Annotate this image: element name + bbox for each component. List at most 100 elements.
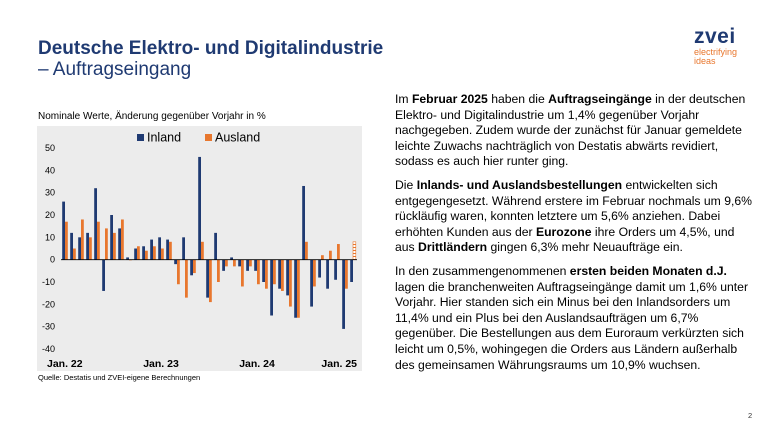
- ausland-bar: [265, 259, 268, 289]
- ausland-bar: [313, 259, 316, 287]
- inland-bar: [134, 248, 137, 260]
- inland-bar: [182, 237, 185, 260]
- ausland-bar: [233, 259, 236, 267]
- chart-panel: 50 40 30 20 10 0 -10 -20 -30 -40 Jan. 22 Jan. 23 Jan…: [37, 126, 362, 371]
- ausland-bar: [217, 259, 220, 282]
- x-tick-label: Jan. 25: [321, 358, 357, 370]
- inland-bar: [70, 232, 73, 260]
- ausland-bar: [161, 248, 164, 260]
- y-tick-label: 30: [45, 188, 55, 198]
- y-tick-label: -30: [42, 322, 55, 332]
- inland-bar: [166, 239, 169, 260]
- paragraph-1: Im Februar 2025 haben die Auftragseingän…: [395, 92, 753, 170]
- x-tick-label: Jan. 24: [239, 358, 275, 370]
- ausland-bar: [305, 241, 308, 260]
- ausland-bar: [241, 259, 244, 287]
- ausland-bar: [345, 259, 348, 289]
- ausland-bar: [73, 248, 76, 260]
- p2-run: gingen 6,3% mehr Neuaufträge ein.: [487, 240, 683, 255]
- p2-run: Eurozone: [535, 224, 592, 239]
- y-tick-label: 40: [45, 165, 55, 175]
- inland-bar: [294, 259, 297, 318]
- inland-bar: [126, 257, 129, 260]
- x-tick-label: Jan. 23: [143, 358, 179, 370]
- inland-bar: [270, 259, 273, 316]
- p1-run: in der deutschen Elektro- und Digitalind…: [395, 92, 746, 169]
- page-title: Deutsche Elektro- und Digitalindustrie –…: [38, 38, 383, 80]
- inland-bar: [214, 232, 217, 260]
- inland-bar: [62, 201, 65, 260]
- y-tick-label: -20: [42, 299, 55, 309]
- inland-bar: [326, 259, 329, 289]
- p1-run: Februar 2025: [411, 92, 488, 106]
- p2-run: entwickelten sich entgegengesetzt. Währe…: [395, 177, 753, 239]
- inland-bar: [86, 232, 89, 260]
- ausland-bar: [137, 246, 140, 260]
- p2-run: ihre Orders um 4,5%, und aus: [395, 224, 735, 255]
- ausland-bar: [169, 241, 172, 260]
- p1-run: Im: [395, 92, 412, 106]
- inland-bar: [238, 259, 241, 267]
- inland-bar: [102, 259, 105, 291]
- p1-run: haben die: [487, 92, 549, 106]
- y-tick-label: 0: [50, 255, 55, 265]
- zvei-logo: zvei electrifying ideas: [694, 26, 756, 66]
- ausland-bar: [113, 232, 116, 260]
- chart-source: Quelle: Destatis und ZVEI-eigene Berechn…: [38, 373, 201, 382]
- y-tick-label: 10: [45, 232, 55, 242]
- ausland-bar: [201, 241, 204, 260]
- inland-bar: [190, 259, 193, 276]
- inland-bar: [350, 259, 353, 282]
- inland-bar: [222, 259, 225, 271]
- ausland-bar: [177, 259, 180, 285]
- ausland-bar: [105, 228, 108, 260]
- ausland-legend-swatch: [205, 134, 212, 141]
- x-tick-label: Jan. 22: [47, 358, 83, 370]
- ausland-bar: [153, 246, 156, 260]
- inland-legend-label: Inland: [147, 131, 181, 145]
- inland-legend-swatch: [137, 134, 144, 141]
- inland-bar: [310, 259, 313, 307]
- inland-bar: [318, 259, 321, 278]
- orders-bar-chart: 50 40 30 20 10 0 -10 -20 -30 -40 Jan. 22 Jan. 23 Jan…: [42, 131, 357, 371]
- ausland-bar: [337, 244, 340, 260]
- inland-bar: [110, 215, 113, 260]
- ausland-bar: [193, 259, 196, 274]
- ausland-bar: [185, 259, 188, 298]
- y-tick-label: 50: [45, 143, 55, 153]
- inland-bar: [78, 237, 81, 260]
- p2-run: Drittländern: [418, 240, 488, 255]
- ausland-bar: [257, 259, 260, 285]
- ausland-bar: [297, 259, 300, 318]
- inland-bar: [206, 259, 209, 298]
- inland-bar: [286, 259, 289, 296]
- ausland-bar: [65, 221, 68, 260]
- inland-bar: [142, 246, 145, 260]
- paragraph-3: In den zusammengenommenen ersten beiden …: [395, 264, 753, 373]
- inland-bar: [150, 239, 153, 260]
- paragraph-2: Die Inlands- und Auslandsbestellungen en…: [395, 178, 753, 256]
- inland-bar: [302, 185, 305, 260]
- inland-bar: [254, 259, 257, 271]
- y-tick-label: -40: [42, 344, 55, 354]
- logo-tagline-2: ideas: [694, 56, 716, 66]
- inland-bar: [334, 259, 337, 280]
- y-tick-label: 20: [45, 210, 55, 220]
- inland-bar: [158, 237, 161, 260]
- ausland-bar: [281, 259, 284, 291]
- ausland-bar: [249, 259, 252, 267]
- ausland-bar: [209, 259, 212, 303]
- inland-bar: [118, 228, 121, 260]
- inland-bar: [278, 259, 281, 289]
- ausland-bar: [273, 259, 276, 285]
- ausland-legend-label: Ausland: [215, 131, 260, 145]
- p3-run: lagen die branchenweiten Auftragseingäng…: [395, 279, 748, 372]
- inland-bar: [342, 259, 345, 329]
- inland-bar: [262, 259, 265, 282]
- inland-bar: [246, 259, 249, 271]
- p3-run: ersten beiden Monaten d.J.: [569, 263, 727, 278]
- chart-caption: Nominale Werte, Änderung gegenüber Vorja…: [38, 111, 266, 122]
- p2-run: Die: [395, 177, 417, 192]
- title-line-1: Deutsche Elektro- und Digitalindustrie: [38, 38, 384, 59]
- inland-bar: [230, 257, 233, 260]
